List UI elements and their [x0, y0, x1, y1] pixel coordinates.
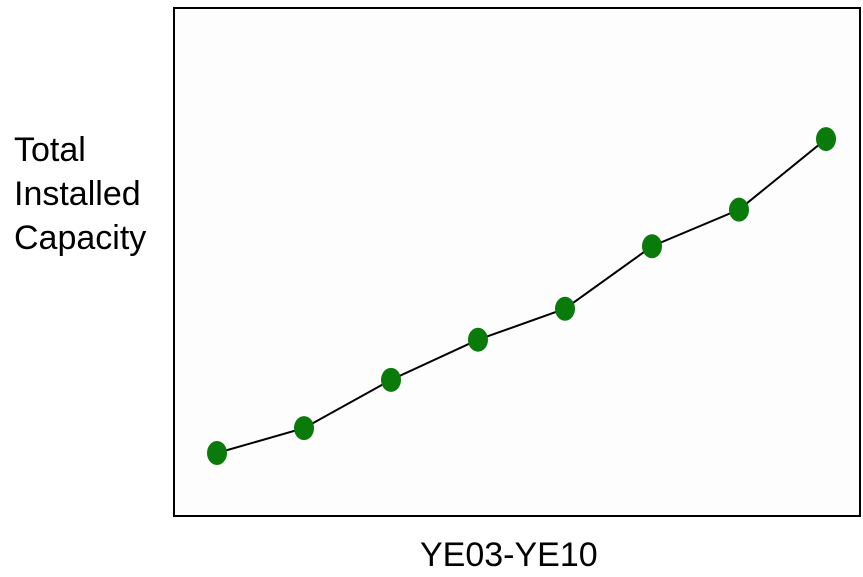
series-group [207, 127, 836, 466]
y-axis-label-line: Capacity [14, 219, 147, 257]
data-point-YE03 [207, 441, 227, 466]
plot-frame [173, 7, 861, 517]
series-line [216, 138, 827, 454]
y-axis-label-line: Installed [14, 175, 141, 213]
data-point-YE10 [816, 127, 836, 152]
data-point-YE05 [381, 367, 401, 392]
data-point-YE09 [729, 197, 749, 222]
y-axis-label: Total Installed Capacity [14, 128, 146, 260]
data-point-YE06 [468, 327, 488, 352]
x-axis-label: YE03-YE10 [420, 536, 598, 574]
data-point-YE04 [294, 416, 314, 441]
data-point-YE07 [555, 296, 575, 321]
data-point-YE08 [642, 234, 662, 259]
y-axis-label-line: Total [14, 131, 86, 169]
